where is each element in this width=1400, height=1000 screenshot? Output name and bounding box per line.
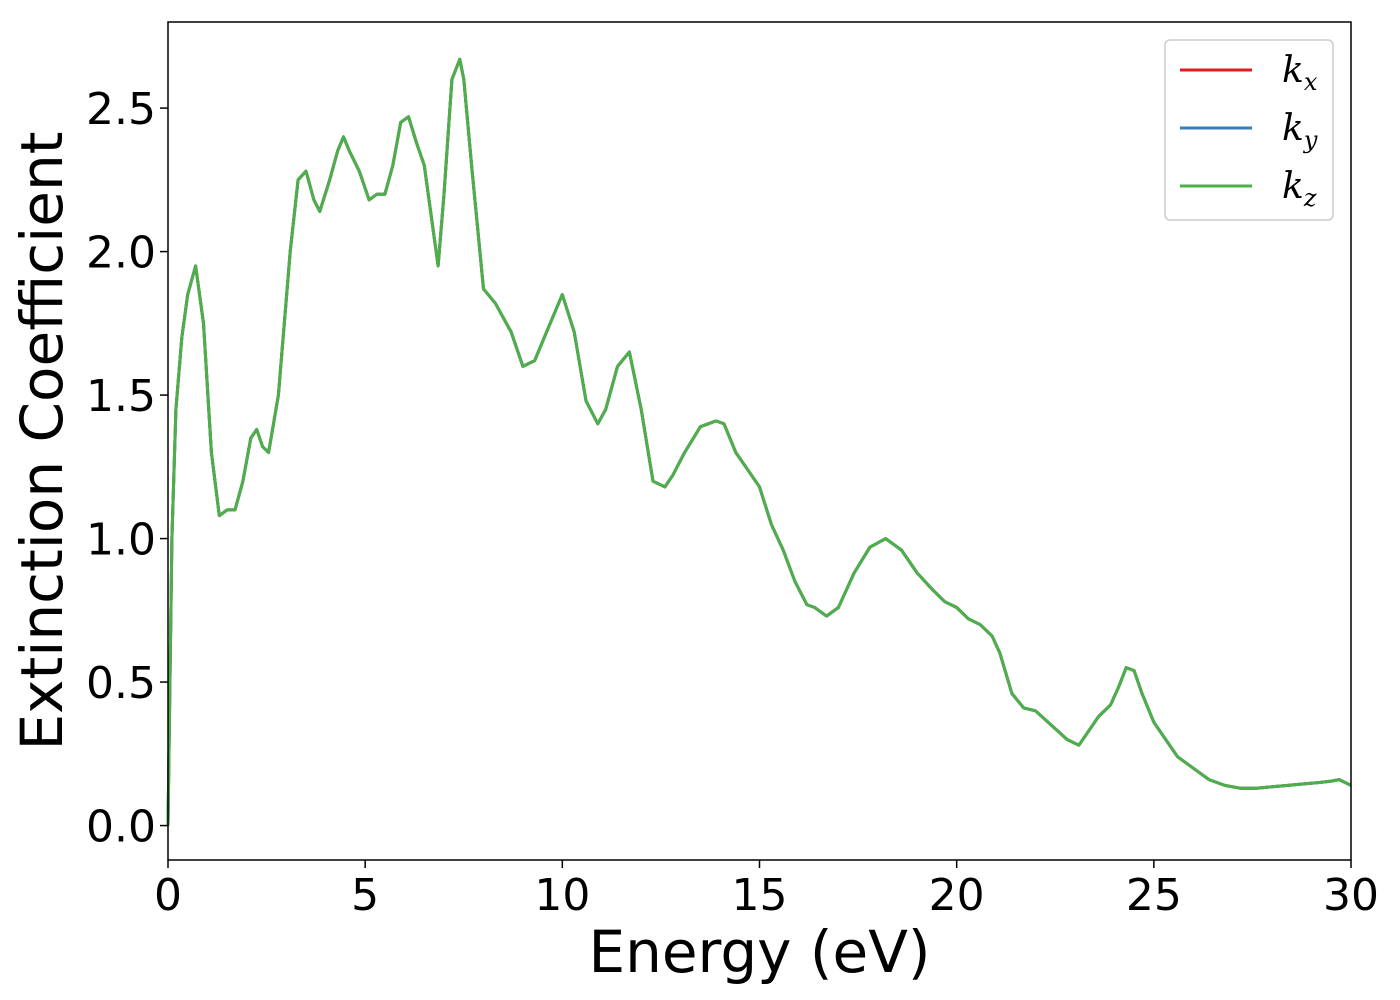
legend-box	[1164, 39, 1334, 221]
y-tick-label: 0.5	[86, 658, 156, 709]
y-axis-ticks: 0.0 0.5 1.0 1.5 2.0 2.5	[86, 84, 168, 853]
legend-label-y: ky	[1282, 108, 1318, 154]
legend-label-z: kz	[1282, 166, 1317, 212]
legend: kx ky kz	[1164, 39, 1334, 221]
y-axis-title: Extinction Coefficient	[8, 132, 76, 751]
y-tick-label: 0.0	[86, 802, 156, 853]
x-tick-label: 5	[351, 870, 379, 921]
x-tick-label: 0	[154, 870, 182, 921]
x-axis-ticks: 0 5 10 15 20 25 30	[154, 860, 1379, 921]
x-axis-title: Energy (eV)	[588, 918, 930, 986]
series-line-z	[166, 57, 1352, 826]
y-tick-label: 2.0	[86, 228, 156, 279]
x-tick-label: 30	[1323, 870, 1379, 921]
y-tick-label: 2.5	[86, 84, 156, 135]
x-tick-label: 10	[534, 870, 590, 921]
series-layer	[166, 57, 1352, 826]
x-tick-label: 15	[732, 870, 788, 921]
x-tick-label: 20	[929, 870, 985, 921]
x-tick-label: 25	[1126, 870, 1182, 921]
y-tick-label: 1.0	[86, 515, 156, 566]
y-tick-label: 1.5	[86, 371, 156, 422]
legend-label-x: kx	[1282, 50, 1318, 96]
